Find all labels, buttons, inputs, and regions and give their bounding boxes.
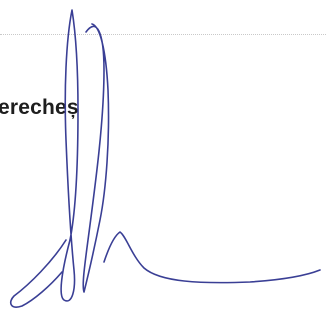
signature-stroke-second <box>82 23 110 293</box>
signature-stroke-tail <box>9 239 67 308</box>
signature-stroke-flourish <box>103 231 321 284</box>
dotted-divider <box>0 34 326 35</box>
signature-stroke-main <box>60 9 79 302</box>
signatory-name-fragment: erecheș <box>0 96 79 119</box>
